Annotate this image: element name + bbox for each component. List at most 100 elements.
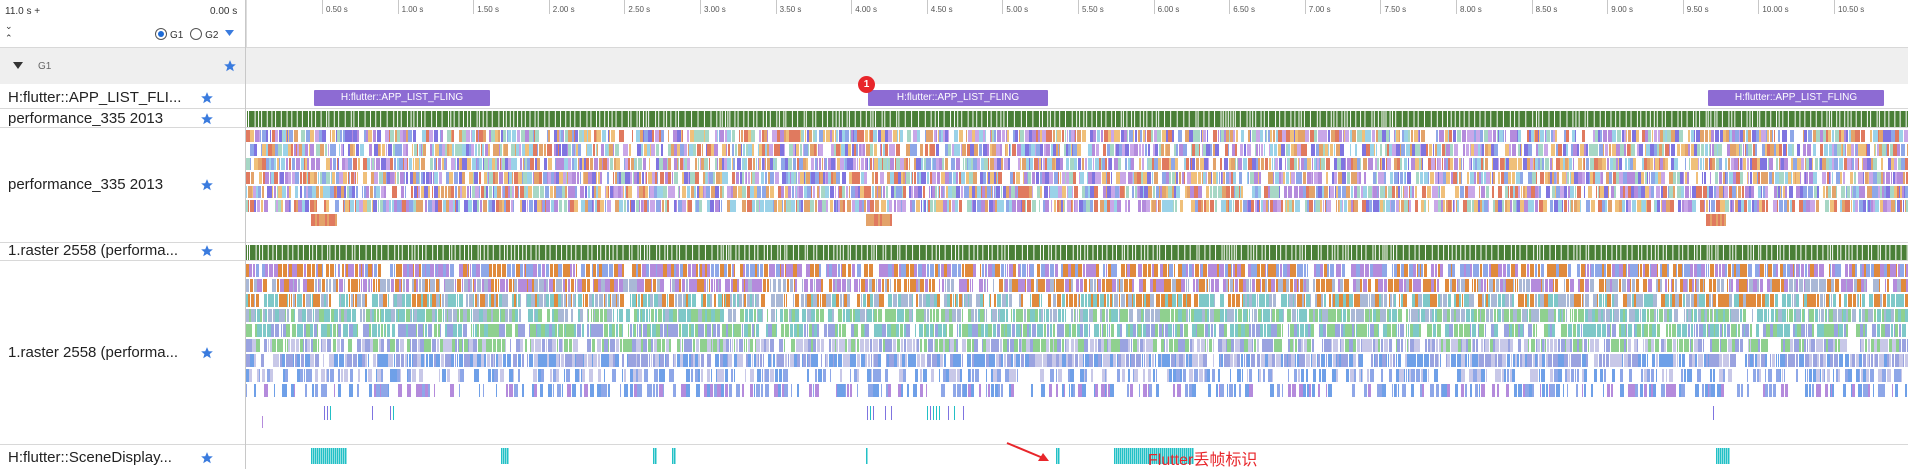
trace-segment bbox=[1273, 172, 1274, 184]
trace-segment bbox=[746, 172, 747, 184]
trace-segment bbox=[1184, 158, 1186, 170]
trace-segment bbox=[424, 264, 425, 277]
trace-segment bbox=[1906, 264, 1908, 277]
trace-segment bbox=[425, 130, 426, 142]
trace-segment bbox=[483, 130, 486, 142]
state-gap bbox=[776, 111, 778, 127]
trace-segment bbox=[752, 200, 755, 212]
trace-segment bbox=[1610, 130, 1612, 142]
trace-segment bbox=[1887, 144, 1889, 156]
trace-segment bbox=[1159, 144, 1161, 156]
trace-segment bbox=[414, 144, 417, 156]
trace-segment bbox=[1174, 144, 1176, 156]
radio-g2-circle[interactable] bbox=[190, 28, 203, 40]
star-icon[interactable] bbox=[200, 244, 214, 258]
trace-segment bbox=[1036, 130, 1038, 142]
state-gap bbox=[1525, 111, 1527, 127]
radio-g2[interactable]: G2 bbox=[190, 28, 218, 41]
trace-segment bbox=[1000, 200, 1004, 212]
trace-segment bbox=[756, 158, 757, 170]
trace-segment bbox=[1125, 144, 1129, 156]
trace-segment bbox=[1604, 186, 1608, 198]
state-gap bbox=[1839, 111, 1841, 127]
trace-segment bbox=[471, 130, 472, 142]
trace-segment bbox=[267, 186, 268, 198]
trace-segment bbox=[1378, 279, 1382, 292]
trace-segment bbox=[1186, 279, 1187, 292]
trace-segment bbox=[1016, 172, 1020, 184]
star-icon[interactable] bbox=[223, 59, 237, 73]
trace-segment bbox=[597, 264, 599, 277]
trace-segment bbox=[1700, 130, 1704, 142]
trace-segment bbox=[969, 186, 972, 198]
trace-segment bbox=[1479, 186, 1480, 198]
trace-segment bbox=[1692, 200, 1696, 212]
trace-segment bbox=[537, 200, 541, 212]
trace-segment bbox=[1065, 172, 1066, 184]
state-gap bbox=[1232, 111, 1234, 127]
trace-segment bbox=[473, 279, 474, 292]
trace-segment bbox=[296, 144, 297, 156]
trace-segment bbox=[1206, 144, 1210, 156]
state-gap bbox=[729, 111, 731, 127]
trace-segment bbox=[770, 186, 774, 198]
trace-segment bbox=[1793, 158, 1797, 170]
trace-segment bbox=[1502, 200, 1504, 212]
trace-segment bbox=[1710, 172, 1711, 184]
time-ruler[interactable]: 0.50 s 1.00 s 1.50 s 2.00 s 2.50 s 3.00 s 3.50… bbox=[246, 0, 1908, 47]
trace-segment bbox=[1796, 186, 1800, 198]
star-icon[interactable] bbox=[200, 112, 214, 126]
star-icon[interactable] bbox=[200, 91, 214, 105]
trace-segment bbox=[1609, 172, 1612, 184]
trace-segment bbox=[1072, 144, 1073, 156]
trace-segment bbox=[302, 144, 305, 156]
trace-segment bbox=[1471, 158, 1472, 170]
trace-segment bbox=[1138, 186, 1140, 198]
trace-segment bbox=[1884, 264, 1887, 277]
trace-segment bbox=[554, 186, 556, 198]
collapse-icon[interactable]: ⌃ bbox=[5, 33, 13, 43]
radio-g1[interactable]: G1 bbox=[155, 28, 183, 41]
state-gap bbox=[580, 245, 582, 260]
star-icon[interactable] bbox=[200, 178, 214, 192]
trace-segment bbox=[742, 200, 746, 212]
trace-segment bbox=[1816, 200, 1819, 212]
state-gap bbox=[1640, 111, 1642, 127]
star-icon[interactable] bbox=[200, 346, 214, 360]
trace-segment bbox=[1696, 130, 1700, 142]
trace-segment bbox=[1201, 264, 1203, 277]
filter-triangle-icon[interactable] bbox=[225, 30, 235, 37]
trace-segment bbox=[1709, 200, 1710, 212]
group-row[interactable]: G1 bbox=[0, 48, 1908, 84]
trace-segment bbox=[1671, 130, 1675, 142]
trace-segment bbox=[962, 264, 964, 277]
trace-segment bbox=[1351, 172, 1353, 184]
trace-segment bbox=[887, 158, 888, 170]
trace-segment bbox=[842, 172, 846, 184]
state-gap bbox=[1106, 245, 1108, 260]
state-gap bbox=[326, 111, 328, 127]
trace-segment bbox=[1292, 200, 1294, 212]
trace-segment bbox=[819, 144, 823, 156]
radio-g1-circle[interactable] bbox=[155, 28, 167, 40]
trace-segment bbox=[559, 158, 562, 170]
trace-segment bbox=[559, 130, 560, 142]
trace-segment bbox=[246, 264, 249, 277]
state-gap bbox=[575, 245, 577, 260]
trace-segment bbox=[987, 172, 988, 184]
trace-segment bbox=[493, 144, 495, 156]
trace-segment bbox=[428, 200, 432, 212]
trace-segment bbox=[608, 144, 609, 156]
trace-segment bbox=[603, 158, 607, 170]
trace-segment bbox=[1724, 214, 1726, 226]
triangle-icon[interactable] bbox=[13, 62, 23, 70]
expand-icon[interactable]: ⌄ bbox=[5, 21, 13, 31]
trace-segment bbox=[330, 264, 334, 277]
trace-segment bbox=[1304, 264, 1306, 277]
track-area[interactable] bbox=[246, 84, 1908, 469]
state-gap bbox=[692, 245, 694, 260]
trace-segment bbox=[582, 279, 584, 292]
trace-segment bbox=[1568, 264, 1571, 277]
star-icon[interactable] bbox=[200, 451, 214, 465]
trace-segment bbox=[1119, 144, 1122, 156]
